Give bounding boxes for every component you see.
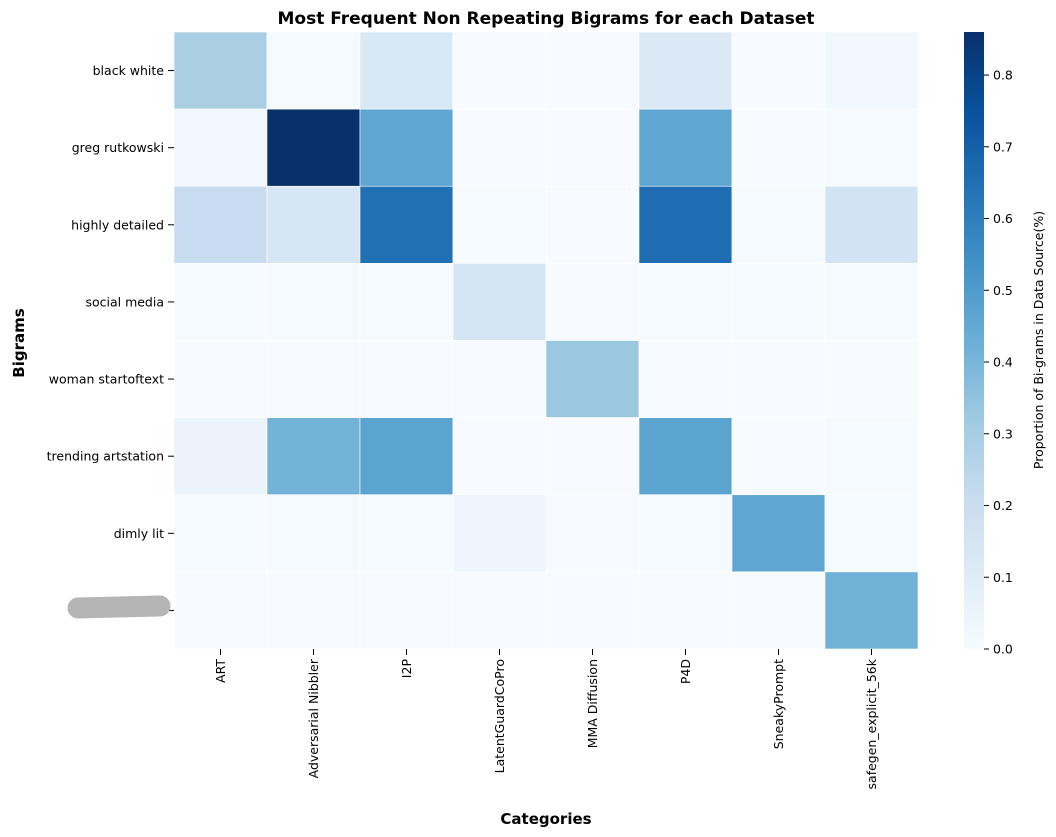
y-tick-label: black white	[93, 63, 165, 78]
heatmap-cell	[638, 31, 733, 110]
y-tick-label: woman startoftext	[49, 372, 164, 387]
colorbar-tick-label: 0.8	[993, 68, 1013, 83]
heatmap-cell	[452, 417, 547, 496]
heatmap-cell	[824, 494, 919, 573]
heatmap-cell	[638, 108, 733, 187]
colorbar-tick-label: 0.5	[993, 283, 1013, 298]
heatmap-cells	[173, 31, 919, 650]
heatmap-cell	[731, 185, 826, 264]
colorbar-tick-label: 0.4	[993, 355, 1013, 370]
colorbar-ticks: 0.0 0.1 0.2 0.3 0.4 0.5 0.6 0.7 0.8	[984, 68, 1013, 657]
heatmap-cell	[173, 494, 268, 573]
heatmap-cell	[266, 571, 361, 650]
heatmap-cell	[359, 108, 454, 187]
heatmap-cell	[731, 494, 826, 573]
heatmap-cell	[824, 571, 919, 650]
heatmap-cell	[824, 31, 919, 110]
y-tick-label: trending artstation	[47, 449, 164, 464]
heatmap-cell	[173, 31, 268, 110]
y-tick-label: dimly lit	[114, 526, 164, 541]
heatmap-cell	[545, 108, 640, 187]
heatmap-cell	[173, 185, 268, 264]
colorbar-tick-label: 0.6	[993, 211, 1013, 226]
colorbar-tick-label: 0.7	[993, 139, 1013, 154]
colorbar-tick-label: 0.2	[993, 498, 1013, 513]
colorbar-tick-label: 0.1	[993, 570, 1013, 585]
x-tick-label: MMA Diffusion	[585, 659, 600, 748]
heatmap-cell	[173, 263, 268, 341]
heatmap-cell	[638, 263, 733, 341]
heatmap-cell	[824, 263, 919, 341]
heatmap-cell	[173, 340, 268, 418]
heatmap-cell	[266, 108, 361, 187]
heatmap-cell	[452, 263, 547, 341]
heatmap-cell	[824, 108, 919, 187]
y-tick-label: greg rutkowski	[72, 140, 164, 155]
heatmap-cell	[173, 417, 268, 496]
heatmap-cell	[638, 494, 733, 573]
heatmap-cell	[731, 417, 826, 496]
heatmap-cell	[731, 571, 826, 650]
heatmap-cell	[359, 571, 454, 650]
heatmap-cell	[359, 340, 454, 418]
heatmap-cell	[731, 340, 826, 418]
y-tick-label: highly detailed	[71, 217, 164, 232]
heatmap-cell	[452, 108, 547, 187]
x-tick-label: LatentGuardCoPro	[492, 659, 507, 773]
heatmap-cell	[545, 494, 640, 573]
colorbar-label: Proportion of Bi-grams in Data Source(%)	[1031, 211, 1046, 469]
heatmap-cell	[545, 31, 640, 110]
x-tick-label: ART	[213, 659, 228, 683]
heatmap-cell	[824, 185, 919, 264]
colorbar	[964, 32, 984, 649]
heatmap-cell	[266, 417, 361, 496]
redaction-mark	[67, 595, 171, 619]
heatmap-cell	[731, 108, 826, 187]
heatmap-cell	[545, 263, 640, 341]
heatmap-cell	[545, 340, 640, 418]
x-tick-label: Adversarial Nibbler	[306, 658, 321, 778]
heatmap-cell	[545, 571, 640, 650]
heatmap-cell	[266, 494, 361, 573]
heatmap-cell	[824, 417, 919, 496]
x-tick-labels: ART Adversarial Nibbler I2P LatentGuardCoPr…	[213, 649, 879, 789]
heatmap-cell	[359, 263, 454, 341]
heatmap-cell	[173, 571, 268, 650]
x-axis-label: Categories	[500, 810, 591, 828]
heatmap-cell	[266, 263, 361, 341]
x-tick-label: SneakyPrompt	[771, 659, 786, 749]
heatmap-cell	[638, 571, 733, 650]
heatmap-cell	[731, 31, 826, 110]
heatmap-cell	[359, 417, 454, 496]
heatmap-cell	[824, 340, 919, 418]
heatmap-cell	[359, 31, 454, 110]
x-tick-label: P4D	[678, 659, 693, 684]
y-axis-label: Bigrams	[10, 308, 28, 377]
heatmap-cell	[638, 417, 733, 496]
heatmap-cell	[359, 185, 454, 264]
heatmap-cell	[173, 108, 268, 187]
heatmap-cell	[359, 494, 454, 573]
x-tick-label: safegen_explicit_56k	[864, 658, 879, 789]
heatmap-cell	[731, 263, 826, 341]
heatmap-cell	[545, 185, 640, 264]
heatmap-cell	[452, 185, 547, 264]
heatmap-cell	[638, 185, 733, 264]
heatmap-cell	[452, 571, 547, 650]
colorbar-tick-label: 0.0	[993, 642, 1013, 657]
colorbar-tick-label: 0.3	[993, 426, 1013, 441]
heatmap-cell	[266, 31, 361, 110]
heatmap-cell	[452, 31, 547, 110]
chart-title: Most Frequent Non Repeating Bigrams for …	[277, 9, 814, 29]
y-tick-label: social media	[85, 294, 164, 309]
x-tick-label: I2P	[399, 659, 414, 679]
heatmap-cell	[266, 185, 361, 264]
heatmap-cell	[452, 340, 547, 418]
heatmap-cell	[266, 340, 361, 418]
heatmap-cell	[452, 494, 547, 573]
heatmap-cell	[638, 340, 733, 418]
heatmap-cell	[545, 417, 640, 496]
y-tick-labels: black white greg rutkowski highly detailed…	[47, 63, 174, 619]
